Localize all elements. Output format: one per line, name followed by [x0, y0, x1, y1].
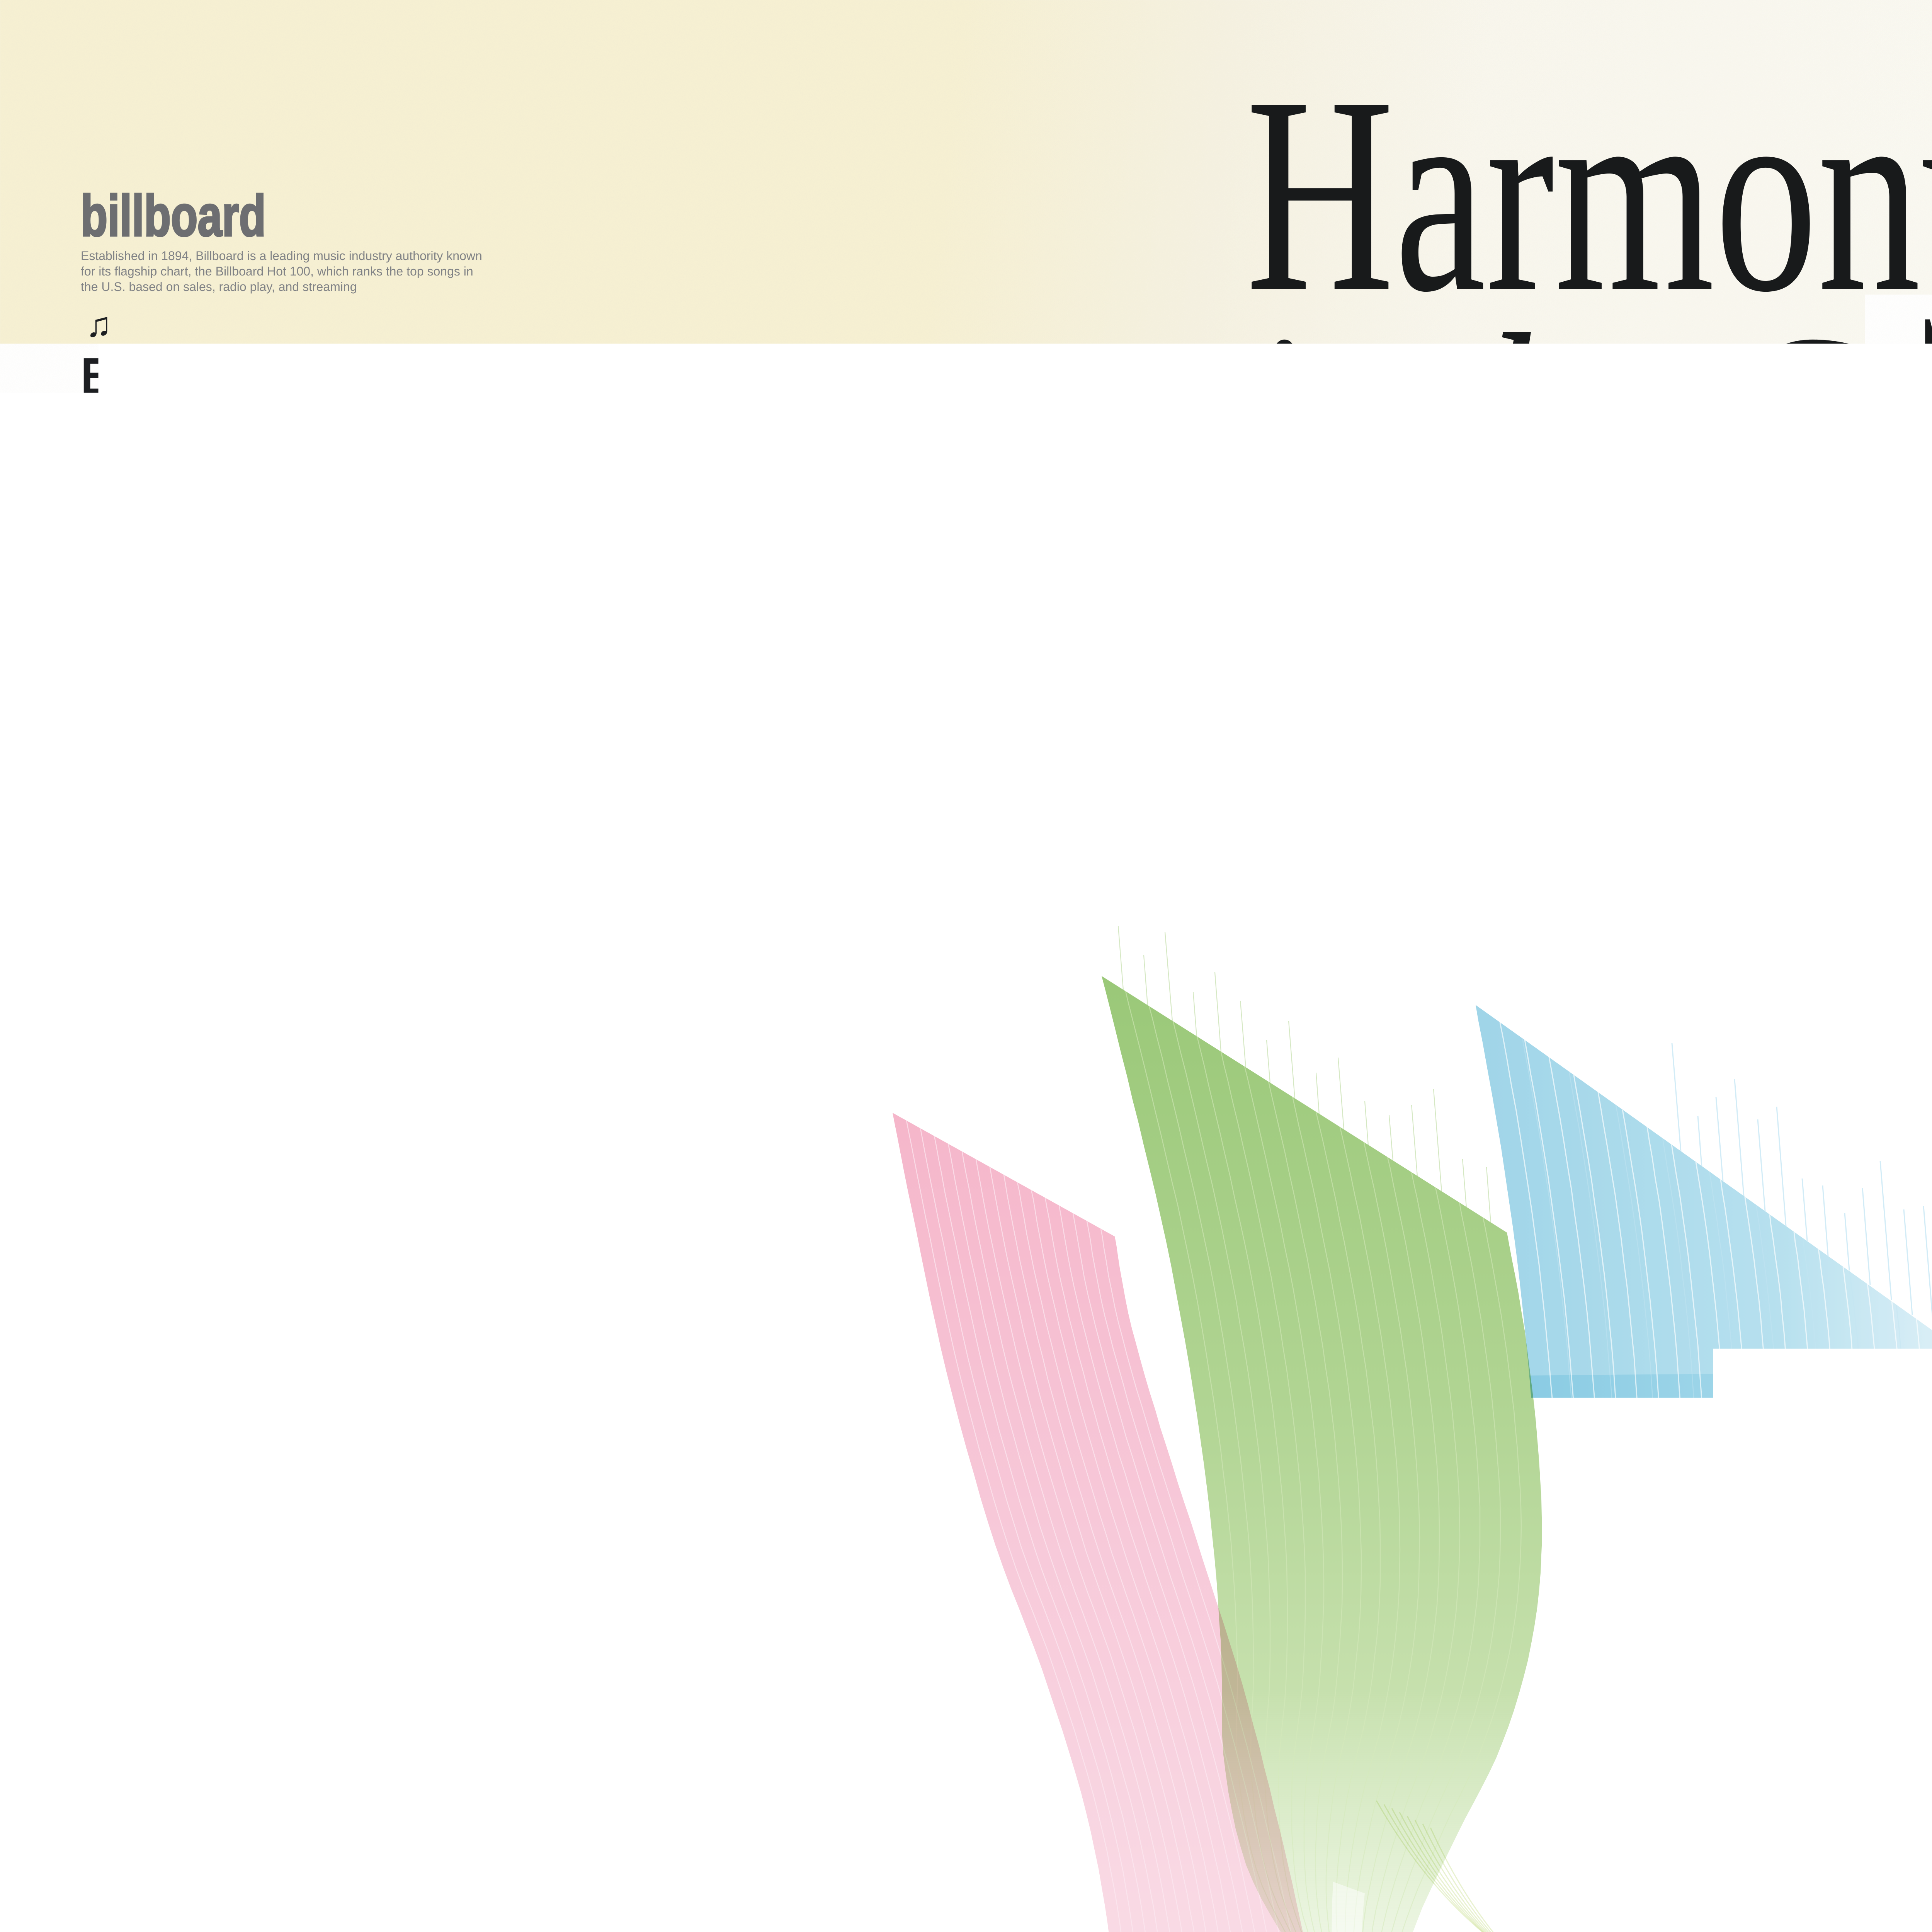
svg-text:is the Cure: is the Cure: [1246, 286, 1932, 541]
